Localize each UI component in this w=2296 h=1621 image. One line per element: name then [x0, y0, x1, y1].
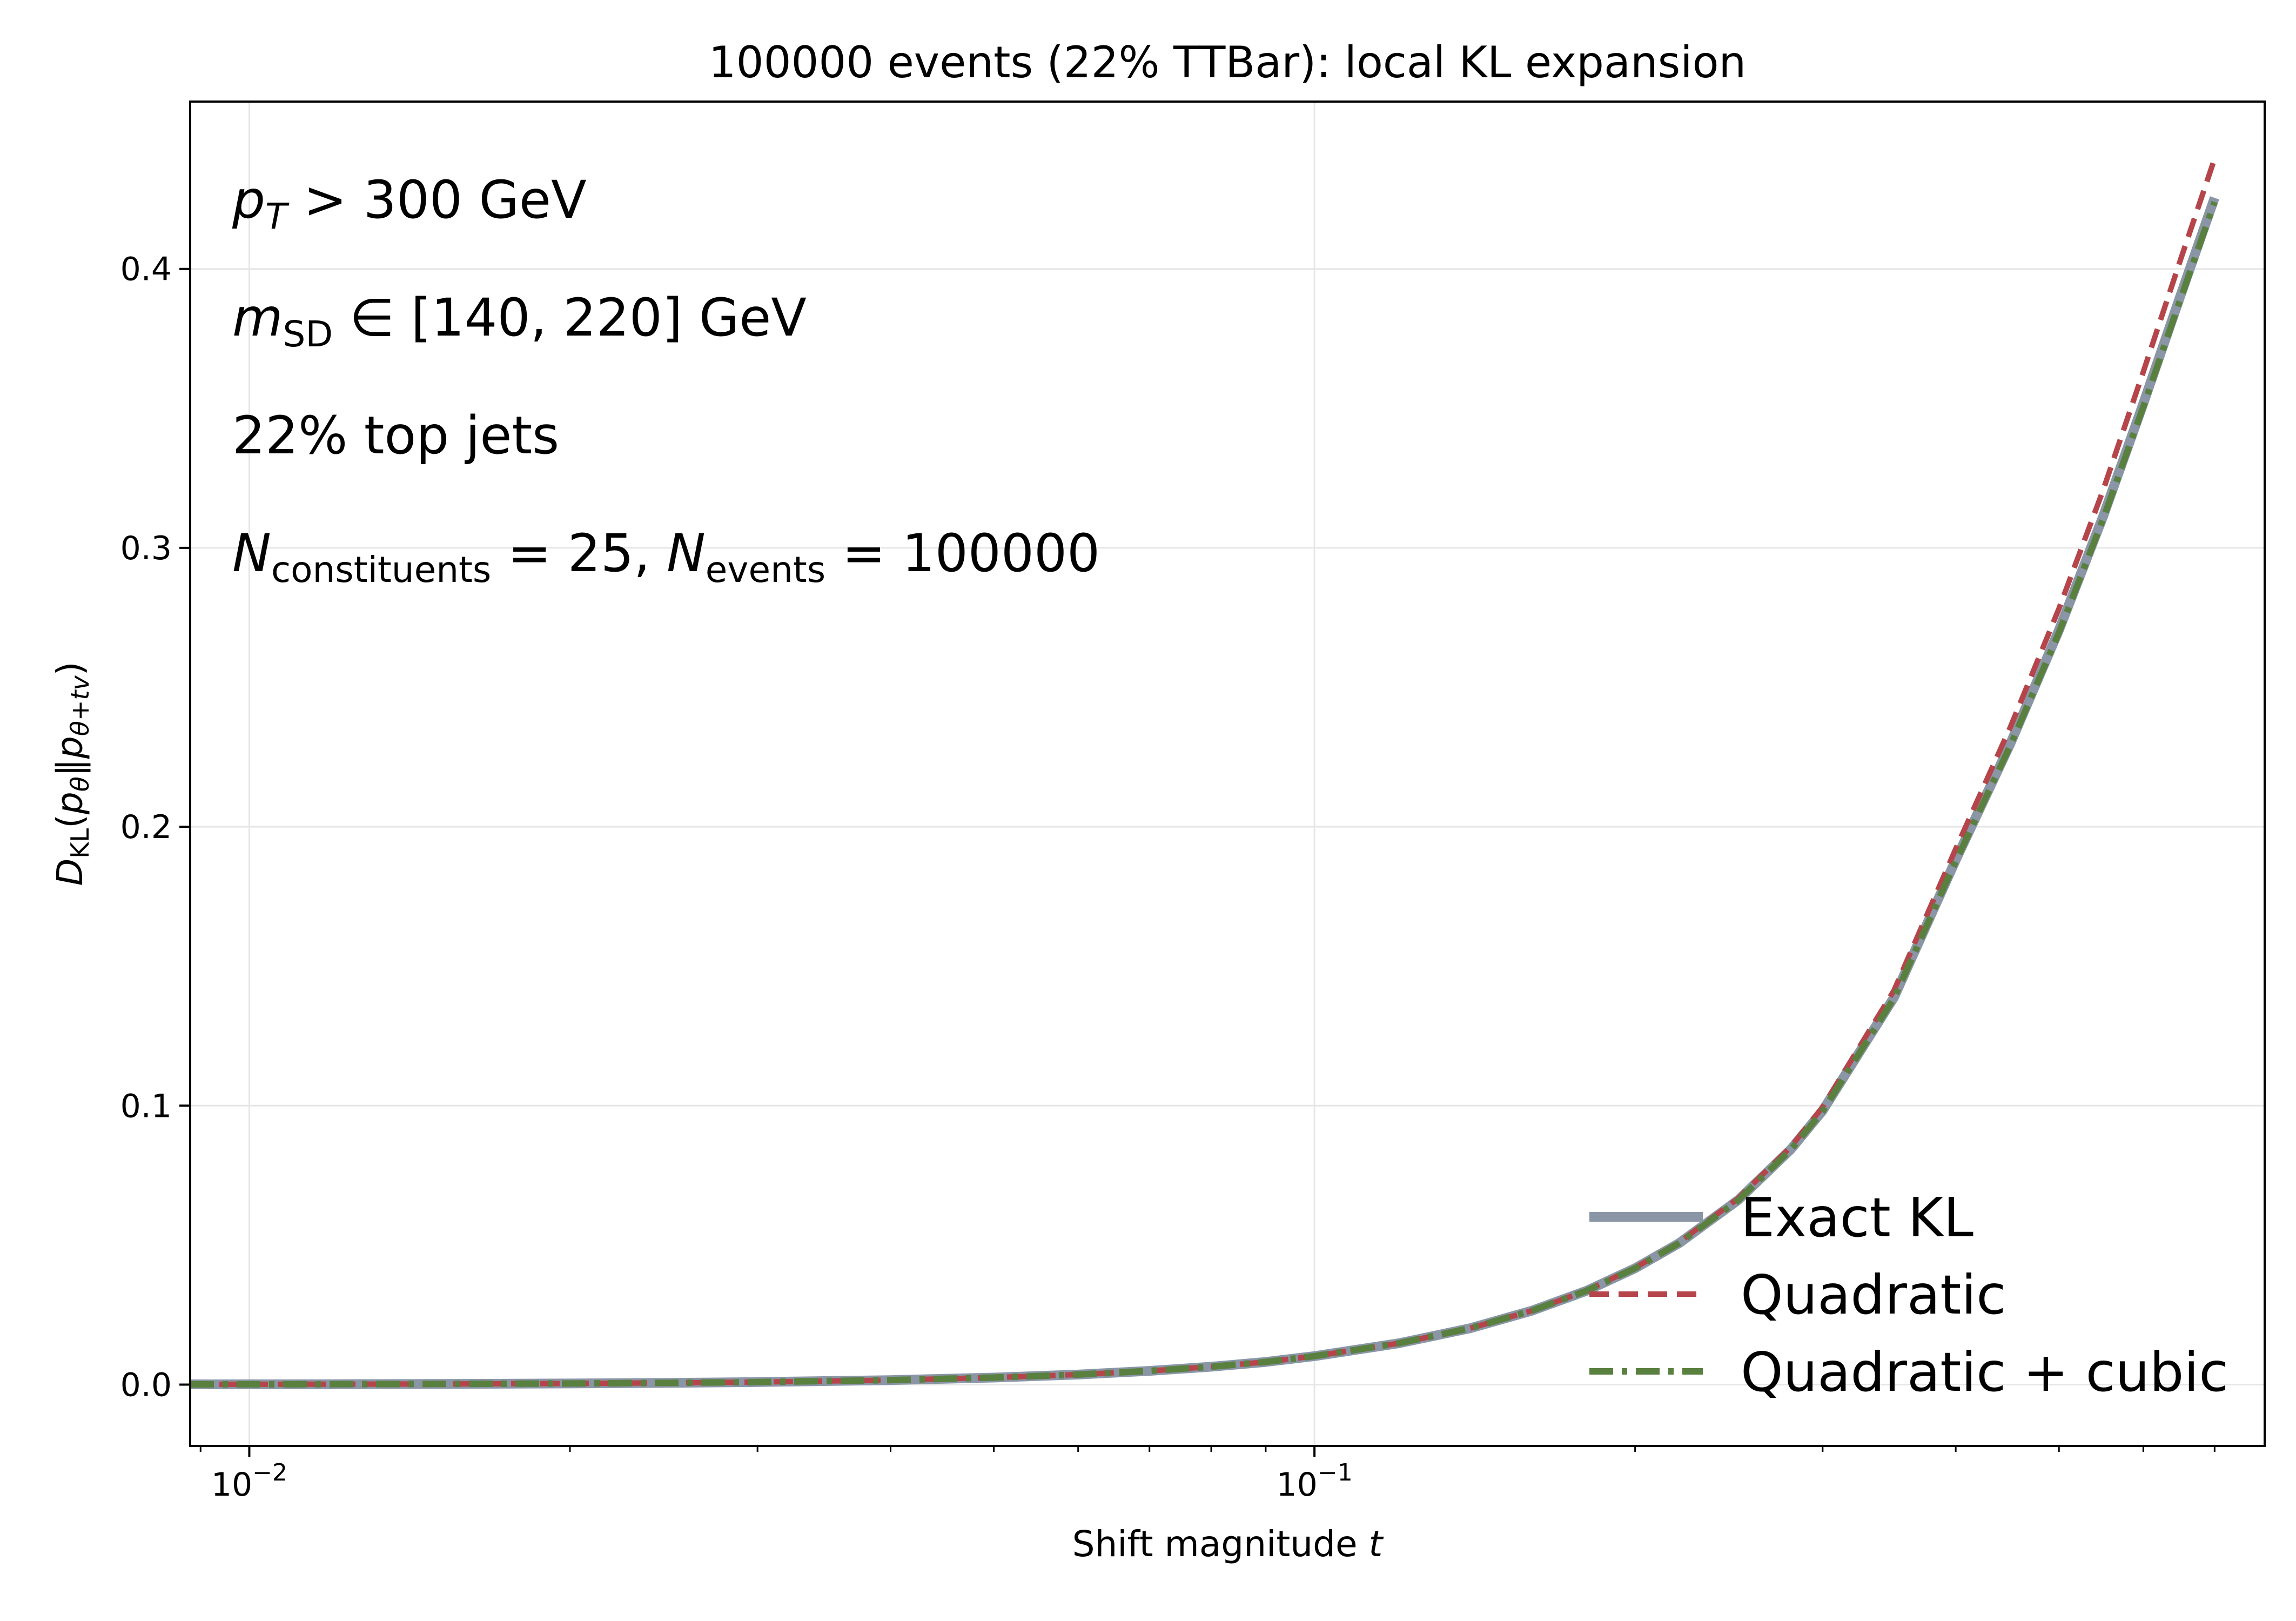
annotation-0-part-1: T: [265, 196, 290, 237]
y-label-kl: KL: [65, 828, 95, 859]
series-line-2: [190, 200, 2218, 1388]
x-axis-label-variable: t: [1369, 1523, 1384, 1565]
x-tick-label-base-0: 10: [211, 1466, 252, 1504]
legend-label-1: Quadratic: [1741, 1263, 2006, 1327]
annotation-1-part-0: m: [232, 287, 283, 348]
annotation-1: mSD ∈ [140, 220] GeV: [232, 287, 807, 355]
annotation-0-part-0: p: [232, 170, 265, 230]
annotation-3-part-3: N: [667, 523, 706, 584]
x-axis-label-text: Shift magnitude: [1072, 1523, 1369, 1565]
legend-label-0: Exact KL: [1741, 1186, 1973, 1249]
y-label-theta-tv: θ+tv: [65, 675, 95, 736]
x-tick-label-0: 10−2: [211, 1459, 287, 1504]
y-axis-label: DKL(pθ‖pθ+tv): [49, 661, 95, 886]
annotation-3-part-1: constituents: [271, 549, 492, 591]
x-tick-label-exp-1: −1: [1318, 1459, 1353, 1486]
plot-lines: [190, 158, 2219, 1389]
plot-frame: [189, 101, 2266, 1447]
y-label-open: (: [49, 814, 91, 828]
chart-title: 100000 events (22% TTBar): local KL expa…: [709, 37, 1746, 88]
x-tick-label-1: 10−1: [1276, 1459, 1352, 1504]
y-tick-label-0: 0.0: [120, 1366, 172, 1404]
y-tick-label-4: 0.4: [120, 251, 172, 289]
y-tick-label-3: 0.3: [120, 530, 172, 567]
y-tick-label-1: 0.1: [120, 1087, 172, 1125]
annotation-0: pT > 300 GeV: [232, 170, 587, 237]
y-tick-label-2: 0.2: [120, 808, 172, 846]
x-tick-label-exp-0: −2: [252, 1459, 287, 1486]
y-label-p2: p: [49, 736, 91, 759]
annotation-3-part-4: events: [706, 549, 825, 591]
annotation-1-part-1: SD: [283, 313, 333, 355]
y-label-theta: θ: [65, 776, 95, 792]
y-label-d: D: [49, 859, 91, 886]
annotation-1-part-2: ∈ [140, 220] GeV: [333, 287, 807, 348]
annotation-2-part-0: 22% top jets: [232, 405, 559, 466]
y-label-p1: p: [49, 792, 91, 815]
y-label-close: ): [49, 661, 91, 675]
annotation-3-part-0: N: [232, 523, 271, 584]
legend-label-2: Quadratic + cubic: [1741, 1341, 2228, 1404]
annotation-3-part-2: = 25,: [491, 523, 667, 584]
annotation-3-part-5: = 100000: [825, 523, 1100, 584]
x-axis-label: Shift magnitude t: [1072, 1523, 1384, 1565]
axis-ticks: 10−2 10−10.00.10.20.30.4: [120, 251, 2216, 1504]
annotation-0-part-2: > 300 GeV: [287, 170, 586, 230]
y-label-norm: ‖: [49, 759, 91, 776]
annotation-3: Nconstituents = 25, Nevents = 100000: [232, 523, 1100, 591]
x-tick-label-base-1: 10: [1276, 1466, 1317, 1504]
legend: Exact KL Quadratic Quadratic + cubic: [1589, 1186, 2228, 1404]
annotation-2: 22% top jets: [232, 405, 559, 466]
